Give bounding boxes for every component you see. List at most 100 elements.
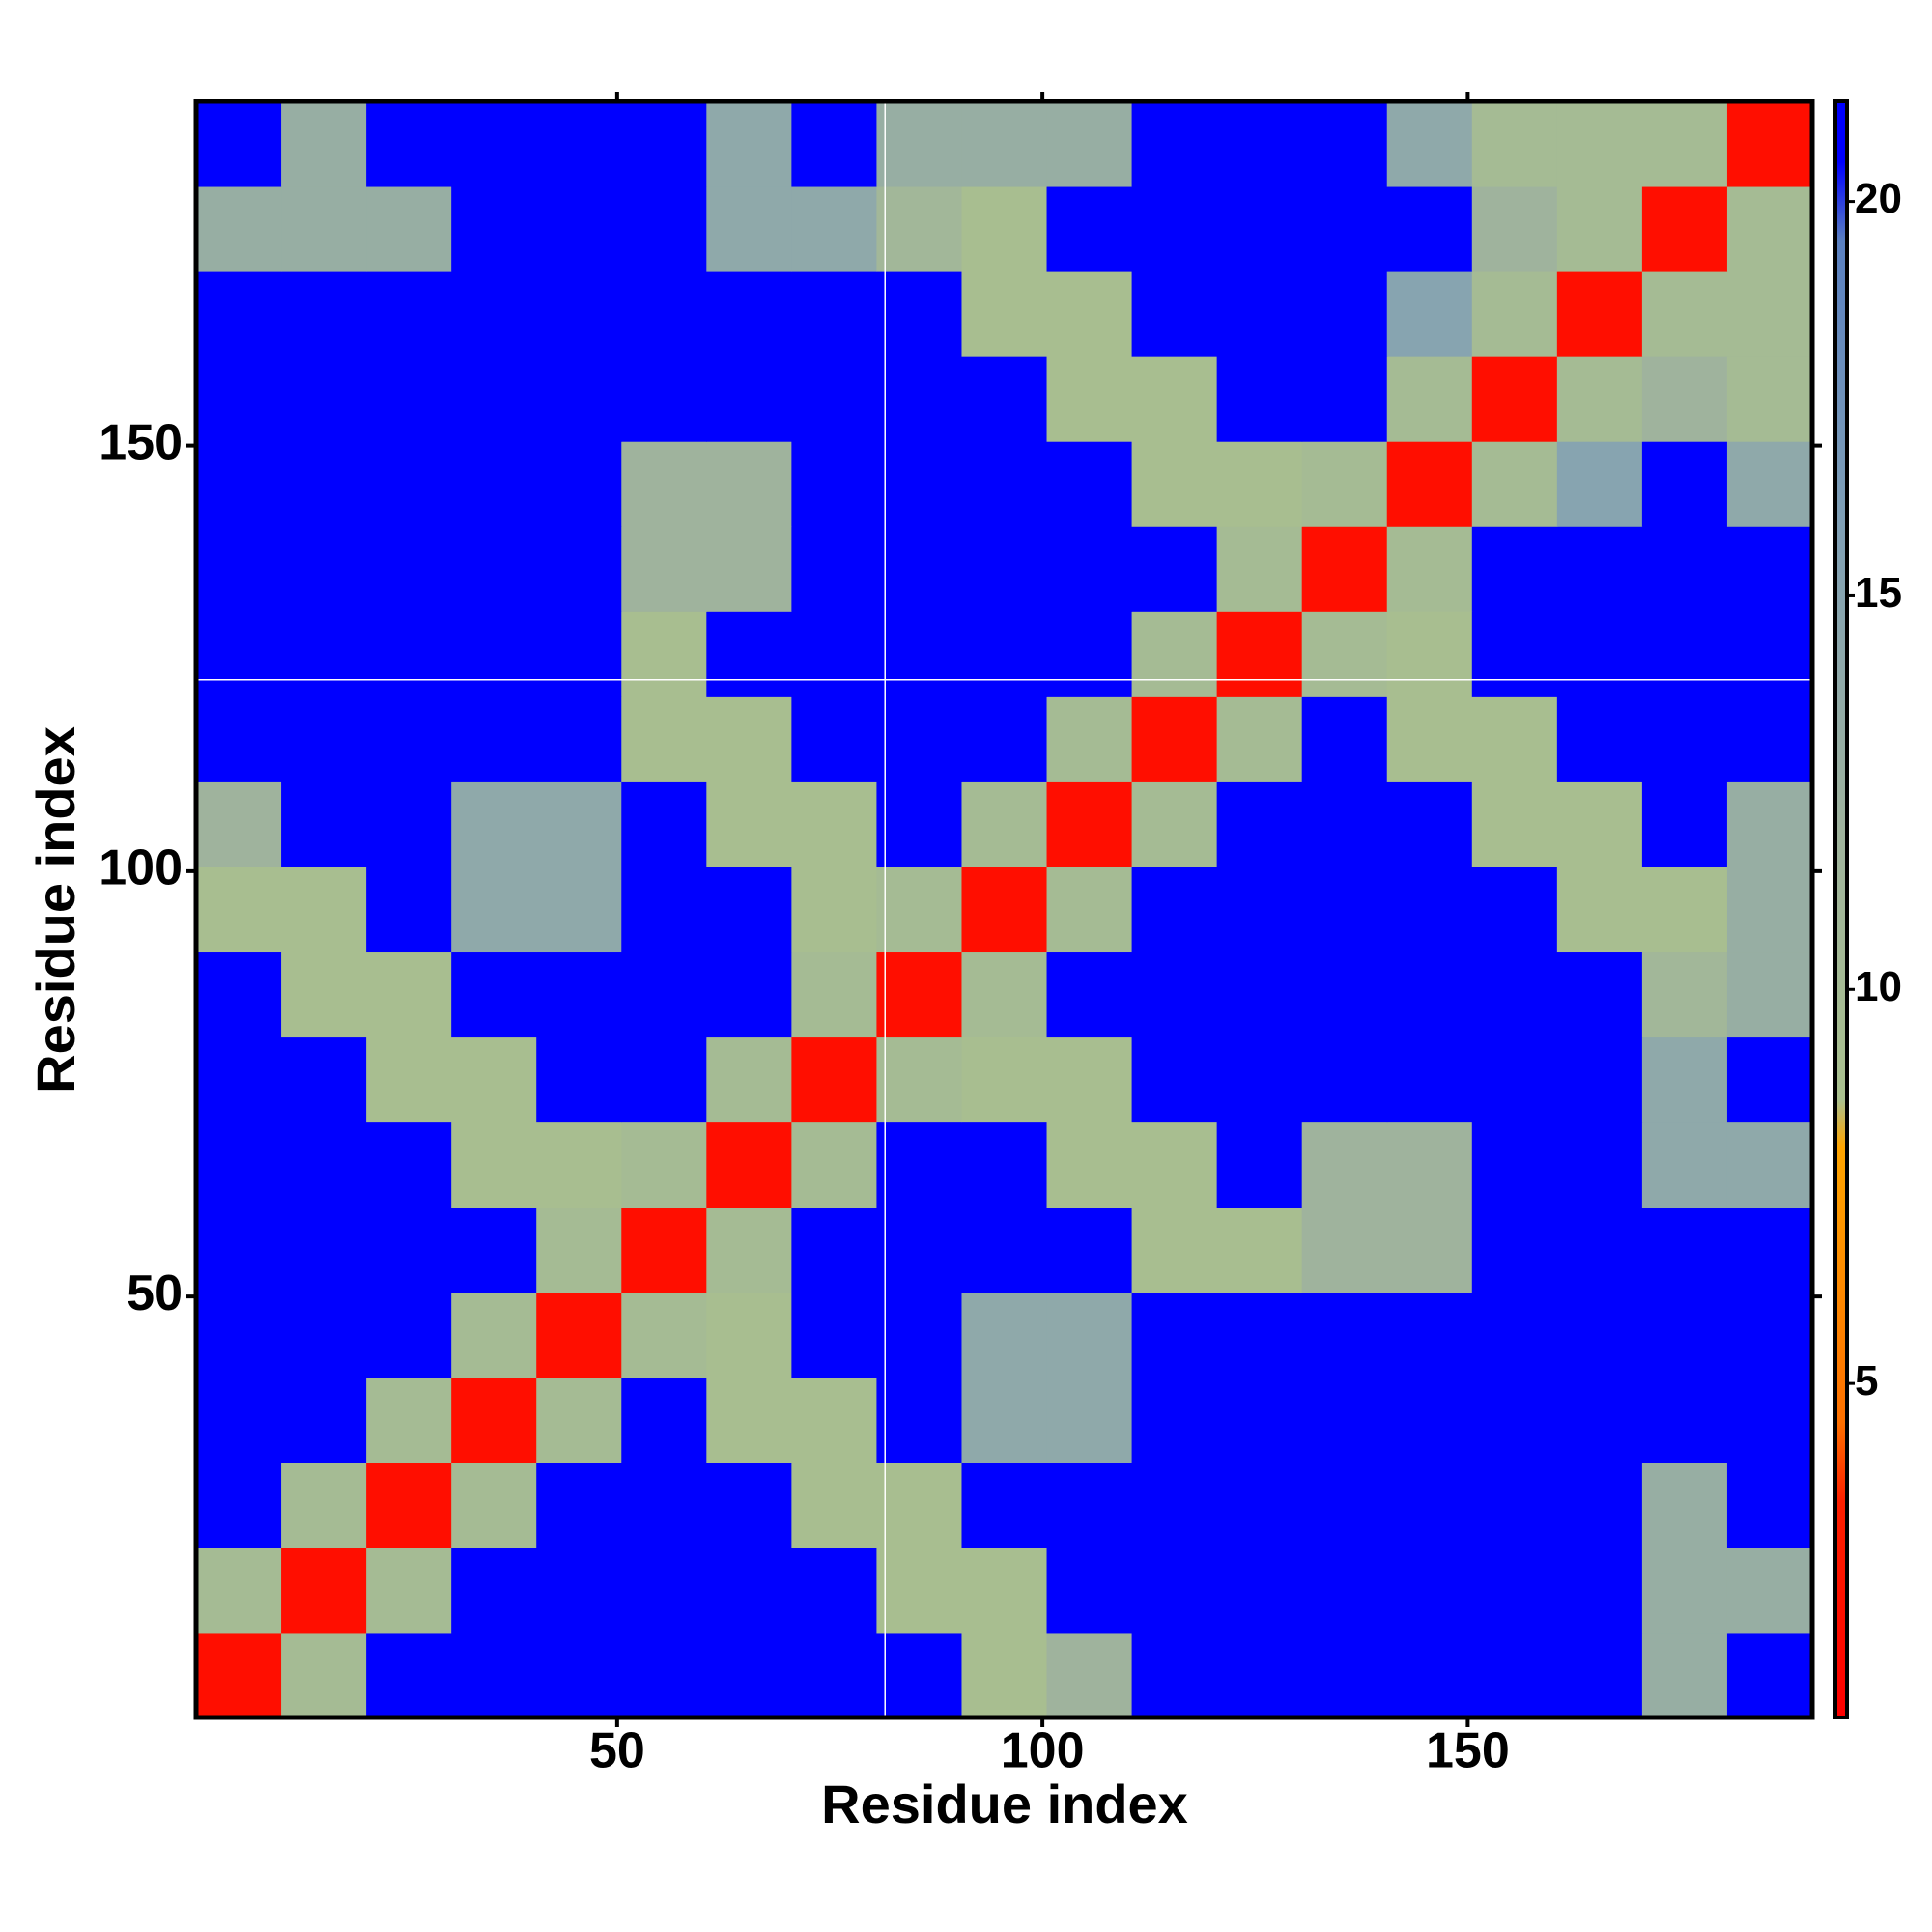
x-tick-label: 100	[1001, 1723, 1085, 1779]
heatmap-cell	[706, 1037, 792, 1123]
heatmap-cell	[366, 101, 452, 187]
heatmap-cell	[196, 1122, 282, 1208]
heatmap-cell	[1471, 1377, 1558, 1463]
heatmap-cell	[1471, 611, 1558, 697]
heatmap-cell	[1641, 441, 1728, 527]
heatmap-cell	[1131, 696, 1218, 782]
heatmap-cell	[621, 1462, 707, 1548]
heatmap-cell	[1471, 781, 1558, 867]
heatmap-cell	[706, 781, 792, 867]
heatmap-cell	[1641, 952, 1728, 1038]
heatmap-cell	[961, 186, 1048, 272]
heatmap-cell	[1726, 526, 1813, 612]
heatmap-cell	[1046, 271, 1133, 357]
heatmap-cell	[1216, 867, 1303, 953]
heatmap-cell	[1471, 356, 1558, 442]
heatmap-cell	[451, 1122, 537, 1208]
heatmap-cell	[536, 611, 622, 697]
heatmap-cell	[281, 1037, 367, 1123]
heatmap-cell	[1726, 1547, 1813, 1634]
heatmap-cell	[536, 526, 622, 612]
heatmap-cell	[196, 101, 282, 187]
heatmap-cell	[876, 1547, 962, 1634]
heatmap-cell	[1726, 1377, 1813, 1463]
heatmap-cell	[1556, 1547, 1643, 1634]
heatmap-cell	[1726, 101, 1813, 187]
colorbar	[1833, 99, 1849, 1719]
heatmap-cell	[1046, 1037, 1133, 1123]
heatmap-cell	[1386, 781, 1473, 867]
heatmap-cell	[791, 1122, 877, 1208]
heatmap-cell	[1301, 781, 1388, 867]
heatmap-cell	[196, 1547, 282, 1634]
heatmap-cell	[281, 356, 367, 442]
heatmap-cell	[196, 611, 282, 697]
heatmap-cell	[536, 186, 622, 272]
heatmap-cell	[366, 1547, 452, 1634]
heatmap-cell	[1301, 1292, 1388, 1378]
heatmap-cell	[451, 441, 537, 527]
heatmap-cell	[1471, 1207, 1558, 1293]
heatmap-cell	[1301, 1462, 1388, 1548]
heatmap-cell	[1301, 1122, 1388, 1208]
heatmap-cell	[1471, 441, 1558, 527]
heatmap-cell	[451, 186, 537, 272]
heatmap-cell	[621, 441, 707, 527]
heatmap-cell	[536, 1547, 622, 1634]
heatmap-cell	[1131, 611, 1218, 697]
heatmap-cell	[1131, 952, 1218, 1038]
heatmap-cell	[1556, 441, 1643, 527]
heatmap-cell	[1641, 1292, 1728, 1378]
heatmap-cell	[1726, 952, 1813, 1038]
heatmap-cell	[706, 867, 792, 953]
heatmap-cell	[1641, 1122, 1728, 1208]
heatmap-cell	[791, 356, 877, 442]
heatmap-cell	[1471, 867, 1558, 953]
heatmap-cell	[1131, 186, 1218, 272]
heatmap-cell	[1046, 1377, 1133, 1463]
heatmap-cell	[1301, 1037, 1388, 1123]
heatmap-cell	[1386, 696, 1473, 782]
heatmap-cell	[1386, 526, 1473, 612]
colorbar-tick-label: 20	[1855, 175, 1902, 222]
heatmap-cell	[1301, 867, 1388, 953]
heatmap-cell	[1471, 1292, 1558, 1378]
heatmap-cell	[1301, 611, 1388, 697]
heatmap-cell	[281, 1122, 367, 1208]
heatmap-cell	[621, 1377, 707, 1463]
heatmap-cell	[961, 696, 1048, 782]
heatmap-cell	[961, 952, 1048, 1038]
heatmap-cell	[1471, 1037, 1558, 1123]
heatmap-cell	[1216, 1122, 1303, 1208]
heatmap-cell	[366, 1462, 452, 1548]
heatmap-cell	[536, 101, 622, 187]
heatmap-cell	[281, 1462, 367, 1548]
heatmap-cell	[1471, 696, 1558, 782]
heatmap-cell	[1726, 611, 1813, 697]
heatmap-cell	[1131, 1292, 1218, 1378]
heatmap-cell	[451, 781, 537, 867]
heatmap-cell	[876, 781, 962, 867]
heatmap-cell	[1216, 101, 1303, 187]
heatmap-cell	[1726, 1632, 1813, 1719]
heatmap-cell	[366, 1377, 452, 1463]
heatmap-cell	[1641, 356, 1728, 442]
heatmap-cell	[366, 1122, 452, 1208]
heatmap-cell	[876, 1207, 962, 1293]
heatmap-cell	[961, 1292, 1048, 1378]
heatmap-cell	[281, 1632, 367, 1719]
heatmap-cell	[1641, 1377, 1728, 1463]
heatmap-cell	[621, 952, 707, 1038]
heatmap-cell	[451, 611, 537, 697]
heatmap-cell	[791, 101, 877, 187]
colorbar-tick-label: 15	[1855, 569, 1902, 616]
heatmap-cell	[876, 356, 962, 442]
heatmap-cell	[1641, 1207, 1728, 1293]
heatmap-cell	[536, 1037, 622, 1123]
heatmap-cell	[1301, 952, 1388, 1038]
heatmap-cell	[706, 441, 792, 527]
heatmap-cell	[1556, 1037, 1643, 1123]
heatmap-cell	[1471, 271, 1558, 357]
heatmap-cell	[281, 441, 367, 527]
heatmap-cell	[451, 101, 537, 187]
